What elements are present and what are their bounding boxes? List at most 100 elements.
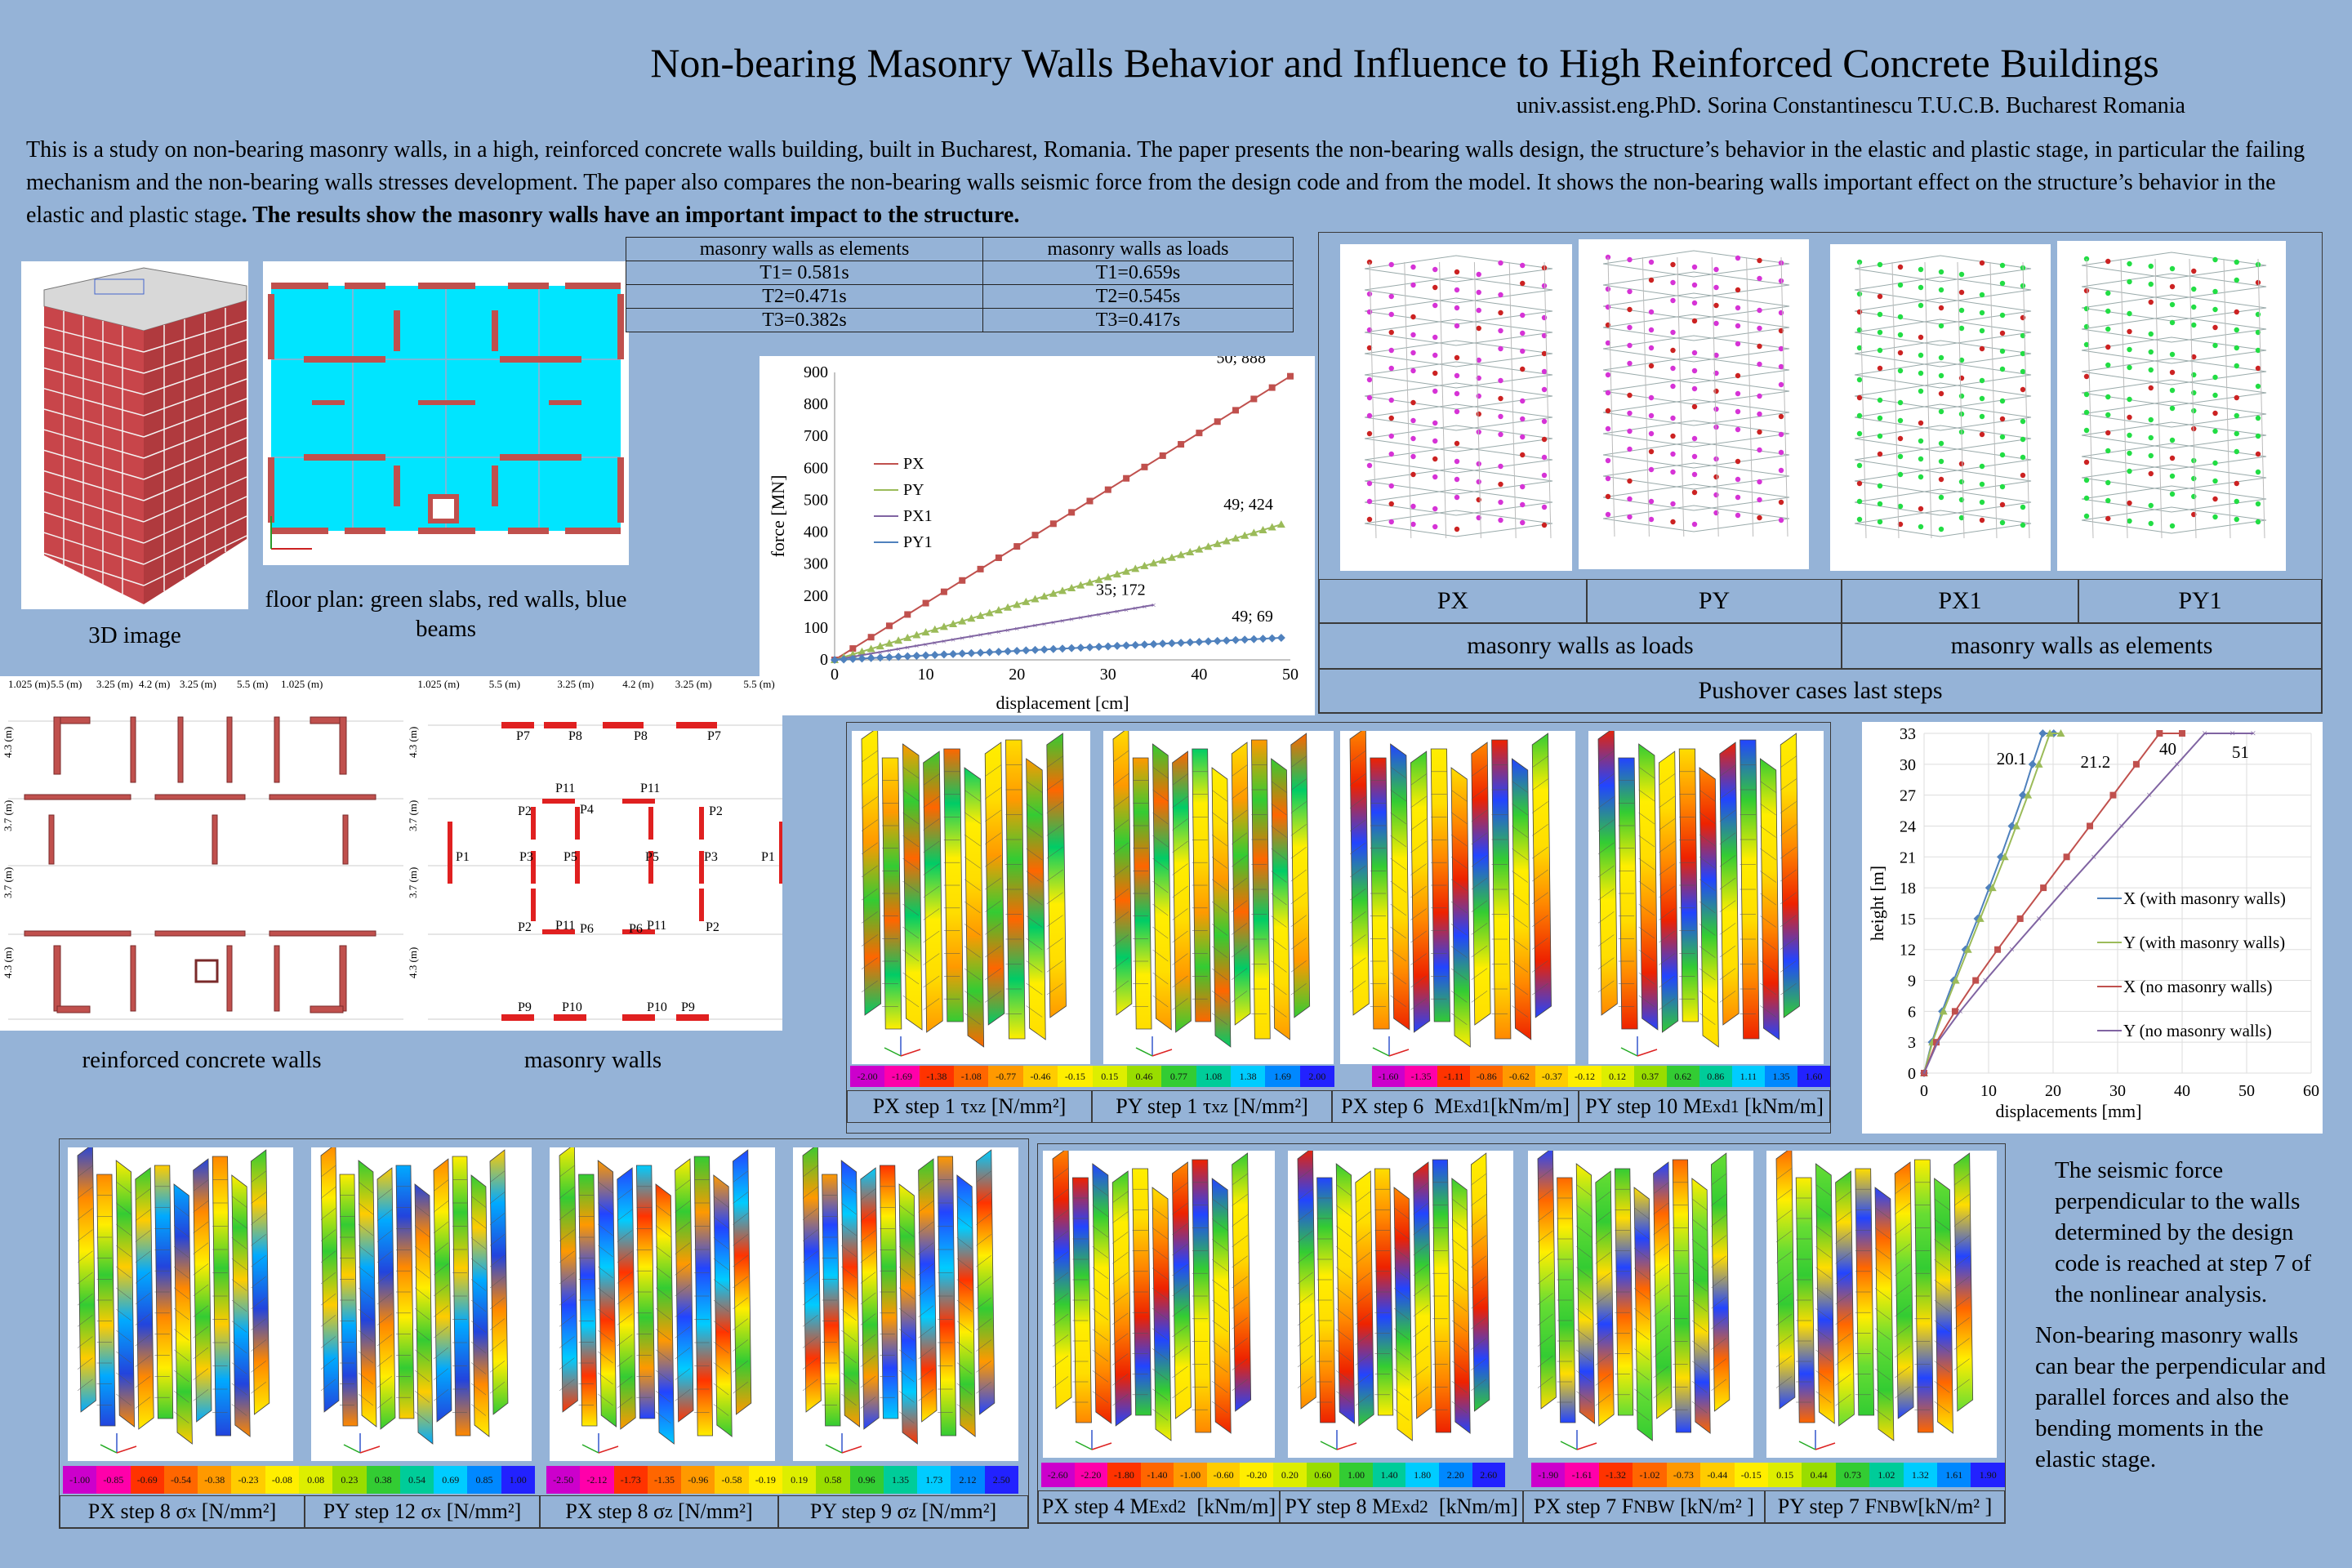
hinge-marker — [1454, 494, 1460, 501]
hinge-marker — [1757, 361, 1762, 368]
wall-strip — [1355, 1170, 1374, 1427]
hinge-marker — [1498, 377, 1503, 384]
wall-strip — [173, 1183, 193, 1445]
storey-line — [802, 1165, 818, 1178]
wall-strip — [1152, 1187, 1172, 1441]
storey-line — [1471, 1194, 1486, 1206]
y-tick-label: 600 — [804, 459, 828, 477]
storey-line — [489, 1297, 506, 1310]
storey-line — [1719, 968, 1736, 980]
storey-line — [1152, 926, 1169, 939]
storey-line — [1152, 1267, 1169, 1280]
storey-line — [1653, 1365, 1669, 1379]
storey-line — [1719, 787, 1736, 800]
storey-line — [1815, 1370, 1832, 1383]
scale-tick: 0.96 — [849, 1466, 884, 1494]
frame-column — [1508, 261, 1517, 539]
hinge-marker — [2255, 383, 2261, 390]
dimension-label: 4.3 (m) — [2, 727, 14, 758]
scale-tick: 1.61 — [1937, 1463, 1971, 1487]
wall-strip — [1597, 731, 1618, 1016]
storey-line — [617, 1292, 633, 1305]
storey-line — [1699, 901, 1716, 914]
hinge-marker — [1476, 271, 1481, 278]
storey-line — [135, 1313, 151, 1325]
hinge-marker — [2105, 412, 2111, 418]
hinge-marker — [1541, 418, 1548, 425]
hinge-marker — [2020, 368, 2026, 375]
storey-line — [1595, 1393, 1611, 1406]
hinge-marker — [2083, 391, 2090, 398]
hinge-marker — [1388, 483, 1394, 489]
hinge-marker — [1410, 368, 1416, 374]
storey-line — [1112, 1393, 1129, 1406]
storey-line — [985, 832, 1002, 844]
storey-line — [902, 926, 920, 939]
storey-line — [470, 1321, 487, 1333]
storey-line — [675, 1242, 691, 1254]
storey-line — [1934, 1279, 1950, 1292]
storey-line — [1953, 1317, 1970, 1330]
data-point: × — [2174, 758, 2180, 770]
y-axis-icon — [343, 1444, 361, 1454]
storey-line — [802, 1293, 818, 1306]
storey-line — [1112, 773, 1129, 786]
storey-line — [1232, 787, 1248, 800]
storey-line — [841, 1372, 857, 1385]
storey-line — [1112, 1232, 1129, 1244]
hinge-marker — [1691, 350, 1698, 356]
storey-line — [470, 1237, 487, 1250]
hinge-marker — [1520, 483, 1526, 490]
storey-line — [489, 1254, 506, 1267]
storey-line — [77, 1315, 93, 1327]
storey-line — [414, 1205, 430, 1217]
storey-line — [433, 1389, 449, 1401]
storey-line — [1297, 1293, 1313, 1305]
hinge-marker — [1627, 446, 1633, 452]
storey-line — [713, 1196, 729, 1208]
storey-line — [135, 1209, 151, 1222]
contour-px-step6-m — [1340, 731, 1575, 1064]
hinge-marker — [1432, 420, 1438, 426]
storey-line — [861, 865, 878, 878]
storey-line — [923, 930, 940, 943]
y-axis-icon — [1320, 1441, 1338, 1450]
data-point: × — [1087, 612, 1092, 621]
storey-line — [1775, 1168, 1793, 1180]
hinge-marker — [1605, 372, 1611, 378]
storey-line — [320, 1293, 336, 1306]
hinge-marker — [2105, 362, 2111, 368]
storey-line — [898, 1267, 915, 1279]
storey-line — [1699, 1013, 1716, 1025]
hinge-marker — [1938, 408, 1944, 415]
data-point: × — [2009, 943, 2015, 956]
wall-strip — [358, 1160, 377, 1428]
hinge-marker — [2212, 256, 2218, 263]
hinge-marker — [2020, 504, 2026, 510]
storey-line — [1471, 923, 1488, 935]
data-point: × — [933, 639, 938, 648]
storey-line — [617, 1250, 633, 1263]
hinge-marker — [1541, 436, 1548, 443]
storey-line — [1576, 1267, 1592, 1279]
dimension-label: 1.025 (m) — [417, 678, 459, 690]
storey-line — [1112, 1312, 1129, 1325]
data-point — [1267, 523, 1276, 531]
storey-line — [713, 1279, 729, 1291]
hinge-marker — [1958, 307, 1965, 314]
hinge-marker — [1691, 521, 1698, 528]
hinge-marker — [1713, 352, 1719, 359]
data-point — [994, 606, 1003, 614]
hinge-marker — [1454, 323, 1460, 329]
storey-line — [1450, 879, 1468, 891]
data-point — [1049, 520, 1057, 528]
storey-line — [902, 903, 920, 916]
data-point — [912, 652, 921, 661]
storey-line — [193, 1305, 209, 1317]
wall-strip — [1595, 1170, 1615, 1427]
hinge-marker — [1735, 305, 1741, 311]
storey-line — [1471, 1255, 1486, 1268]
storey-line — [1451, 1259, 1468, 1272]
storey-line — [655, 1245, 671, 1258]
storey-line — [135, 1334, 151, 1347]
